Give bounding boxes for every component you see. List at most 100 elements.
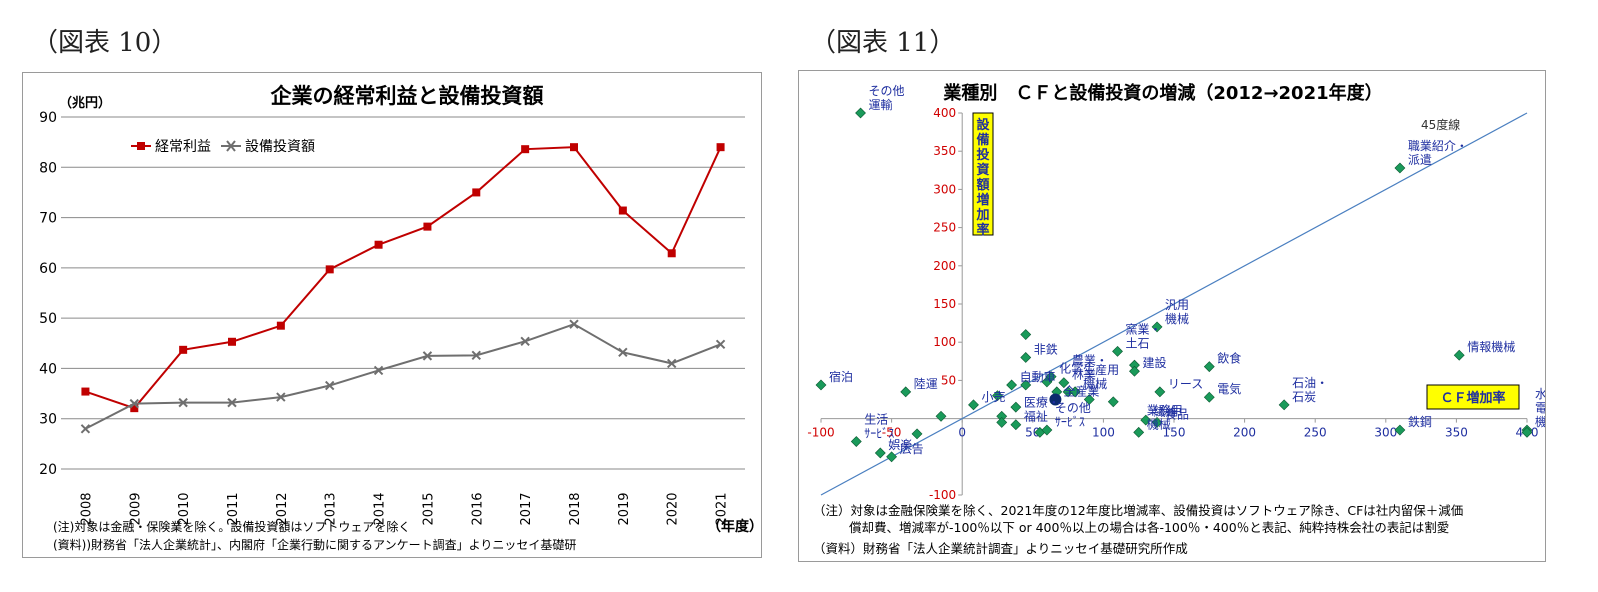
data-point-profit <box>667 249 676 258</box>
x-tick-label: 200 <box>1233 426 1256 440</box>
data-point <box>992 390 1003 402</box>
data-point-capex <box>715 339 726 349</box>
y-tick-label: 200 <box>933 259 956 273</box>
data-point <box>1133 426 1145 438</box>
data-point <box>1521 426 1533 438</box>
data-point-capex <box>129 398 139 409</box>
data-point <box>935 410 947 422</box>
legend: 経常利益 設備投資額 <box>131 139 315 155</box>
x-tick-label: 2010 <box>177 492 192 525</box>
data-point-capex <box>618 347 628 358</box>
x-tick-label: 0 <box>958 426 966 440</box>
point-label: 水運電気機械 <box>1535 387 1545 429</box>
data-point <box>1020 379 1032 391</box>
x-axis-label-box: ＣＦ増加率 <box>1426 384 1520 410</box>
data-point-profit <box>570 143 578 152</box>
data-point-profit <box>472 188 481 197</box>
data-point-highlight <box>1049 393 1062 406</box>
y-tick-label: 250 <box>933 221 956 235</box>
x-tick-label: 2020 <box>666 492 681 525</box>
y-axis-label: 設備投資額増加率 <box>975 117 990 238</box>
point-label: 小売 <box>981 389 1005 404</box>
point-label: 業務用機械 <box>1147 403 1183 431</box>
chart-panel-cf-capex-scatter: 業種別 ＣＦと設備投資の増減（2012→2021年度） -100 -50 0 50 10… <box>798 70 1559 562</box>
chart-title: 企業の経常利益と設備投資額 <box>270 84 544 108</box>
data-point <box>1140 414 1152 426</box>
legend-label-profit: 経常利益 <box>155 139 211 155</box>
data-point <box>815 379 827 391</box>
x-tick-label: 2009 <box>128 492 143 525</box>
point-label: 全産業 <box>1063 384 1099 399</box>
figure-label-11: （図表 11） <box>810 28 956 58</box>
x-axis-ticks: 2008 2009 2010 2011 2012 2013 2014 2015 2016 2017… <box>79 492 729 525</box>
data-point <box>1151 416 1163 428</box>
data-point-profit <box>81 387 90 396</box>
data-point-profit <box>130 404 139 413</box>
point-label: 農業・林業 <box>1072 354 1108 382</box>
y-axis-ticks: 20 30 40 50 60 70 80 90 <box>39 110 57 478</box>
x-tick-label: 250 <box>1304 426 1327 440</box>
data-point-capex <box>276 392 286 402</box>
y-tick-label: 400 <box>933 106 956 120</box>
x-tick-label: 2017 <box>519 492 534 525</box>
point-label: リース <box>1168 377 1203 391</box>
x-tick-label: 2018 <box>568 492 583 525</box>
data-point-capex <box>325 380 335 391</box>
data-point <box>1112 345 1123 357</box>
data-point-capex <box>178 397 188 408</box>
data-point <box>996 416 1008 428</box>
data-point-profit <box>276 321 285 330</box>
y-axis-label-box: 設備投資額増加率 <box>972 112 994 238</box>
chart-title: 業種別 ＣＦと設備投資の増減（2012→2021年度） <box>942 82 1382 104</box>
x-axis-label: ＣＦ増加率 <box>1440 390 1505 406</box>
y-tick-label: 70 <box>39 211 57 227</box>
x-tick-label: 2012 <box>275 492 290 525</box>
data-point-capex <box>373 365 384 376</box>
data-point-profit <box>521 145 530 154</box>
point-label: 宿泊 <box>829 369 853 384</box>
data-point <box>900 386 912 398</box>
y-tick-label: 150 <box>933 297 956 311</box>
reference-line-45deg <box>820 112 1528 496</box>
data-point <box>1010 401 1022 413</box>
point-label: 汎用機械 <box>1165 298 1189 326</box>
point-label: 生産用機械 <box>1083 362 1119 391</box>
legend-label-capex: 設備投資額 <box>245 139 315 155</box>
data-point <box>1203 361 1215 373</box>
x-tick-label: -50 <box>882 426 902 440</box>
data-point <box>1010 419 1022 431</box>
data-point <box>1020 352 1032 363</box>
point-label: 化学 <box>1059 361 1083 376</box>
y-tick-label: 50 <box>941 373 956 387</box>
legend-marker-square-icon <box>137 142 145 150</box>
scatter-chart: 業種別 ＣＦと設備投資の増減（2012→2021年度） -100 -50 0 50 10… <box>807 82 1559 556</box>
point-label: 娯楽 <box>888 438 912 452</box>
point-label: 窯業・土石 <box>1126 321 1162 350</box>
y-tick-label: 50 <box>39 311 57 327</box>
y-tick-label: 350 <box>933 144 956 158</box>
x-tick-label: 2019 <box>617 492 632 525</box>
y-tick-label: 80 <box>39 160 57 176</box>
note-line-3: （資料）財務省「法人企業統計調査」よりニッセイ基礎研究所作成 <box>813 541 1188 556</box>
point-label: その他運輸 <box>869 84 905 112</box>
x-axis-label: （年度） <box>707 518 761 535</box>
point-label: 生活ｻｰﾋﾞｽ <box>864 413 894 441</box>
data-point <box>1041 424 1053 436</box>
data-point-capex <box>569 319 579 329</box>
y-tick-label: 300 <box>933 182 956 196</box>
x-tick-label: 300 <box>1374 426 1397 440</box>
data-point-profit <box>228 337 236 346</box>
x-tick-label: 2013 <box>324 492 339 525</box>
data-point <box>1107 396 1119 408</box>
data-point-profit <box>716 143 725 152</box>
data-point <box>1154 386 1166 398</box>
point-label: 建設 <box>1142 355 1166 370</box>
data-point <box>1058 377 1070 389</box>
point-label: 情報機械 <box>1467 339 1515 354</box>
data-point <box>1394 162 1406 174</box>
x-tick-label: 2008 <box>79 492 94 525</box>
data-point <box>1151 321 1163 333</box>
data-point-capex <box>80 424 91 434</box>
figure-label-10: （図表 10） <box>32 28 178 58</box>
data-point <box>1278 399 1290 411</box>
